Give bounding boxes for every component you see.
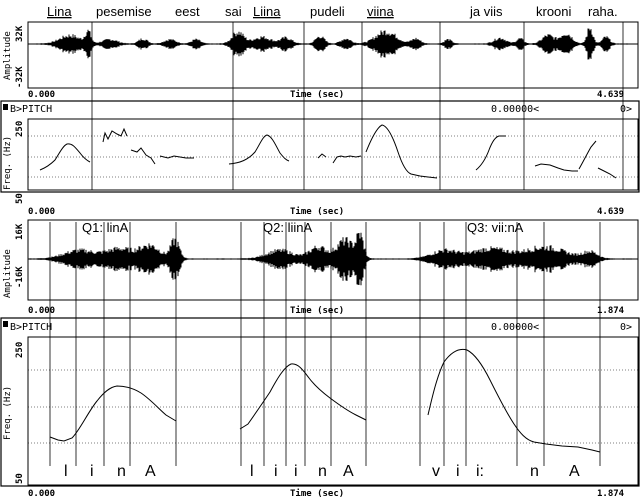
word-boundaries [91, 22, 624, 190]
pitch-contour [49, 385, 177, 442]
segment-label-i: i [456, 463, 460, 480]
time-axis-label: Time (sec) [290, 488, 344, 499]
time-start-label: 0.000 [28, 306, 55, 316]
amplitude-axis-label: Amplitude [3, 249, 13, 298]
pitch-plot-frame [27, 336, 639, 486]
panel-pitch-sentence: B>PITCH 0.00000< 0> Freq. (Hz) 250 50 0.… [0, 100, 640, 217]
amplitude-tick-bottom: -16K [15, 266, 25, 288]
freq-tick-bottom: 50 [15, 193, 25, 204]
time-start-label: 0.000 [28, 90, 55, 100]
pitch-contour [159, 155, 194, 159]
word-viina: viina [367, 4, 395, 19]
freq-axis-label: Freq. (Hz) [3, 386, 13, 440]
waveform-plot-frame [27, 219, 639, 301]
time-axis-label: Time (sec) [290, 305, 344, 316]
waveform-plot-frame [27, 21, 639, 89]
word-eest: eest [175, 4, 200, 19]
cursor-readout-right: 0> [620, 104, 632, 115]
pitch-contour [317, 153, 327, 159]
segment-label-n: n [117, 463, 126, 480]
segment-label-i: i [90, 463, 94, 480]
time-start-label: 0.000 [28, 489, 55, 499]
freq-tick-bottom: 50 [15, 473, 25, 484]
panel-waveform-words: Q1: linA Q2: liinA Q3: vii:nA Amplitude … [3, 219, 639, 316]
word-sai: sai [225, 4, 242, 19]
pitch-contour [597, 167, 617, 179]
freq-tick-top: 250 [15, 342, 25, 358]
segment-labels: l i n A l i i n A v i i: n A [64, 463, 580, 480]
segment-label-a: A [145, 463, 156, 480]
word-pudeli: pudeli [310, 4, 345, 19]
pitch-contour [39, 143, 91, 171]
segment-label-n: n [318, 463, 327, 480]
panel-pitch-words: B>PITCH 0.00000< 0> l i n A l i i n A v … [0, 222, 640, 499]
time-end-label: 4.639 [597, 90, 624, 100]
transcription-row: Lina pesemise eest sai Liina pudeli viin… [47, 4, 618, 19]
segment-label-a: A [343, 463, 354, 480]
pitch-contour [578, 140, 597, 170]
pitch-window-frame [0, 317, 640, 487]
time-end-label: 1.874 [597, 489, 625, 499]
amplitude-tick-bottom: -32K [15, 66, 25, 88]
segment-label-v: v [432, 463, 440, 480]
freq-axis-label: Freq. (Hz) [3, 136, 13, 190]
pitch-window-marker [3, 321, 8, 327]
word-label-q2: Q2: liinA [263, 220, 312, 235]
word-pesemise: pesemise [96, 4, 152, 19]
pitch-window-marker [3, 104, 8, 110]
word-krooni: krooni [536, 4, 572, 19]
waveform-samples [29, 232, 637, 286]
amplitude-tick-top: 16K [15, 223, 25, 240]
segment-label-i: i [274, 463, 278, 480]
segment-label-i-long: i: [476, 463, 484, 480]
pitch-window-header: B>PITCH [10, 104, 52, 115]
word-ja-viis: ja viis [469, 4, 503, 19]
pitch-contour [228, 134, 290, 165]
pitch-contour [130, 147, 156, 165]
pitch-window-header: B>PITCH [10, 322, 52, 333]
amplitude-axis-label: Amplitude [3, 31, 13, 80]
pitch-contour [534, 163, 578, 172]
pitch-contour [427, 348, 601, 453]
waveform-trace [29, 232, 637, 286]
panel-waveform-sentence: Amplitude 32K -32K 0.000 Time (sec) 4.63… [3, 21, 639, 100]
cursor-readout: 0.00000< [491, 322, 539, 333]
waveform-trace [29, 28, 637, 60]
word-label-q3: Q3: vii:nA [467, 220, 524, 235]
pitch-contour [332, 155, 362, 164]
pitch-contour [239, 363, 367, 430]
amplitude-tick-top: 32K [15, 25, 25, 42]
pitch-contour [102, 127, 128, 143]
waveform-samples [29, 28, 637, 60]
pitch-contour [475, 135, 506, 171]
segment-label-a: A [569, 463, 580, 480]
cursor-readout-right: 0> [620, 322, 632, 333]
pitch-plot-frame [27, 118, 639, 191]
segment-label-n: n [530, 463, 539, 480]
segment-label-l: l [250, 463, 254, 480]
segment-label-l: l [64, 463, 68, 480]
segment-label-i: i [294, 463, 298, 480]
segment-boundaries [49, 222, 601, 466]
word-raha: raha. [588, 4, 618, 19]
time-end-label: 1.874 [597, 306, 625, 316]
time-start-label: 0.000 [28, 207, 55, 217]
pitch-window-frame [0, 100, 640, 193]
cursor-readout: 0.00000< [491, 104, 539, 115]
word-liina: Liina [253, 4, 281, 19]
time-end-label: 4.639 [597, 207, 624, 217]
time-axis-label: Time (sec) [290, 89, 344, 100]
pitch-contour [365, 124, 438, 179]
freq-tick-top: 250 [15, 121, 25, 137]
word-label-q1: Q1: linA [82, 220, 129, 235]
time-axis-label: Time (sec) [290, 206, 344, 217]
word-lina: Lina [47, 4, 72, 19]
